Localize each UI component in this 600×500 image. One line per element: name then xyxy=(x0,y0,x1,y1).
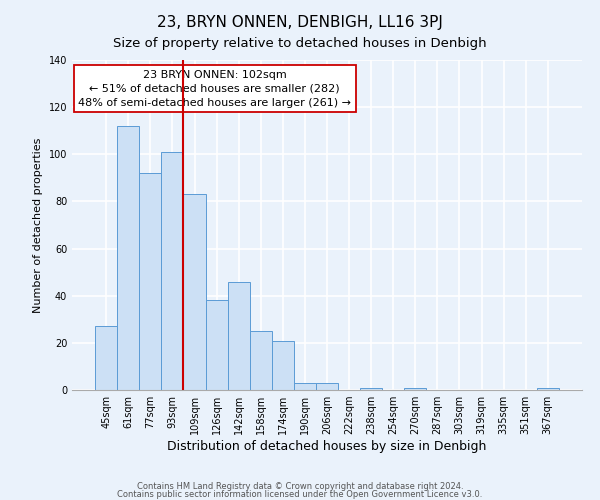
Bar xyxy=(117,126,139,390)
Text: Size of property relative to detached houses in Denbigh: Size of property relative to detached ho… xyxy=(113,38,487,51)
Bar xyxy=(250,331,272,390)
Text: 23 BRYN ONNEN: 102sqm
← 51% of detached houses are smaller (282)
48% of semi-det: 23 BRYN ONNEN: 102sqm ← 51% of detached … xyxy=(79,70,352,108)
Text: Contains HM Land Registry data © Crown copyright and database right 2024.: Contains HM Land Registry data © Crown c… xyxy=(137,482,463,491)
Bar xyxy=(184,194,206,390)
Bar xyxy=(316,383,338,390)
Y-axis label: Number of detached properties: Number of detached properties xyxy=(33,138,43,312)
Text: 23, BRYN ONNEN, DENBIGH, LL16 3PJ: 23, BRYN ONNEN, DENBIGH, LL16 3PJ xyxy=(157,15,443,30)
Bar xyxy=(161,152,184,390)
X-axis label: Distribution of detached houses by size in Denbigh: Distribution of detached houses by size … xyxy=(167,440,487,453)
Bar xyxy=(272,340,294,390)
Bar xyxy=(206,300,227,390)
Bar xyxy=(360,388,382,390)
Bar xyxy=(404,388,427,390)
Text: Contains public sector information licensed under the Open Government Licence v3: Contains public sector information licen… xyxy=(118,490,482,499)
Bar xyxy=(294,383,316,390)
Bar xyxy=(95,326,117,390)
Bar xyxy=(227,282,250,390)
Bar xyxy=(537,388,559,390)
Bar xyxy=(139,173,161,390)
